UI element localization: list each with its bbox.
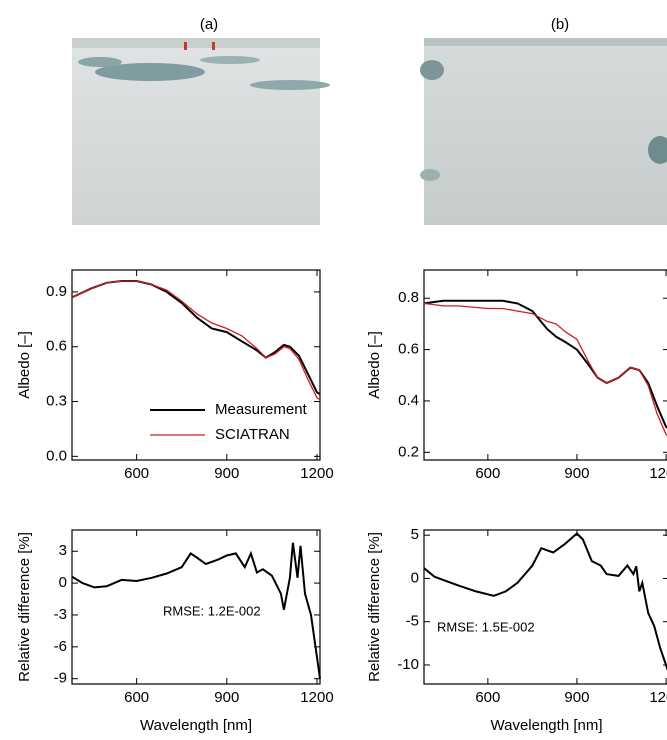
plot-frame	[423, 529, 667, 685]
x-tick-label: 600	[475, 465, 500, 482]
y-axis-label: Albedo [–]	[16, 331, 33, 399]
y-tick-label: 0.3	[46, 393, 67, 410]
x-tick-label: 600	[124, 689, 149, 706]
y-tick-label: 0.9	[46, 283, 67, 300]
x-axis-label: Wavelength [nm]	[491, 717, 603, 734]
data-line	[71, 280, 321, 396]
y-tick-label: 0.4	[398, 392, 419, 409]
x-tick-label: 1200	[649, 689, 667, 706]
y-tick-label: 5	[411, 526, 419, 543]
panel-label: (b)	[551, 16, 569, 33]
x-tick-label: 1200	[300, 689, 333, 706]
y-tick-label: -10	[397, 656, 419, 673]
legend-label: SCIATRAN	[215, 426, 290, 443]
x-tick-label: 1200	[300, 465, 333, 482]
y-tick-label: 0.0	[46, 447, 67, 464]
data-line	[71, 542, 321, 679]
photo	[420, 38, 667, 225]
y-tick-label: -9	[54, 670, 67, 687]
x-tick-label: 900	[564, 465, 589, 482]
data-line	[423, 302, 667, 437]
plot-frame	[71, 269, 321, 461]
y-axis-label: Relative difference [%]	[366, 532, 383, 682]
photo	[72, 38, 330, 225]
y-tick-label: 0.6	[46, 338, 67, 355]
annotation: RMSE: 1.2E-002	[163, 603, 261, 618]
y-axis-label: Albedo [–]	[366, 331, 383, 399]
y-axis-label: Relative difference [%]	[16, 532, 33, 682]
y-tick-label: -5	[406, 613, 419, 630]
legend-label: Measurement	[215, 401, 308, 418]
y-tick-label: 0	[59, 574, 67, 591]
y-tick-label: -3	[54, 606, 67, 623]
x-tick-label: 600	[475, 689, 500, 706]
x-tick-label: 900	[214, 465, 239, 482]
y-tick-label: 0	[411, 569, 419, 586]
x-tick-label: 900	[214, 689, 239, 706]
y-tick-label: -6	[54, 638, 67, 655]
plot-frame	[423, 269, 667, 461]
x-tick-label: 900	[564, 689, 589, 706]
data-line	[423, 299, 667, 429]
annotation: RMSE: 1.5E-002	[437, 619, 535, 634]
x-axis-label: Wavelength [nm]	[140, 717, 252, 734]
y-tick-label: 0.8	[398, 289, 419, 306]
data-line	[423, 532, 667, 671]
y-tick-label: 0.6	[398, 341, 419, 358]
y-tick-label: 0.2	[398, 443, 419, 460]
y-tick-label: 3	[59, 542, 67, 559]
data-line	[71, 280, 321, 401]
x-tick-label: 1200	[649, 465, 667, 482]
panel-label: (a)	[200, 16, 218, 33]
x-tick-label: 600	[124, 465, 149, 482]
plot-frame	[71, 529, 321, 685]
